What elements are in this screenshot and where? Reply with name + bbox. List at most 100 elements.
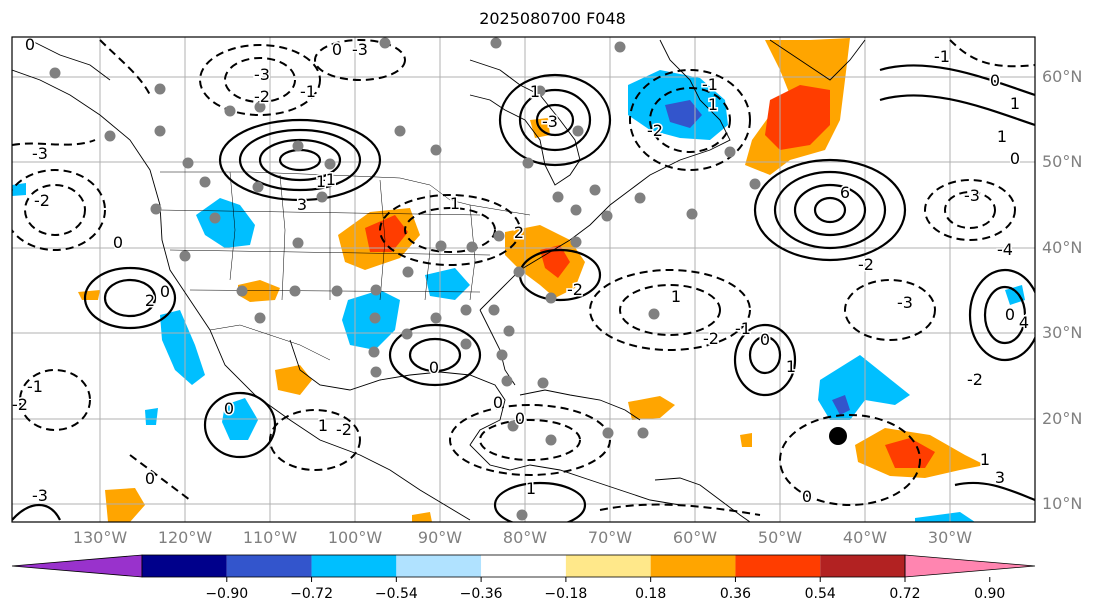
contour-line xyxy=(449,404,611,476)
contour-line xyxy=(498,73,612,167)
contour-label: -1 xyxy=(934,47,950,66)
longitude-label: 100°W xyxy=(327,528,383,547)
station-dot xyxy=(522,157,534,169)
contour-line xyxy=(12,139,96,146)
colorbar-tick-label: −0.36 xyxy=(459,586,503,602)
longitude-label: 110°W xyxy=(242,528,298,547)
contour-line xyxy=(518,88,592,152)
shade-region xyxy=(196,198,255,248)
station-dot xyxy=(570,236,582,248)
contour-line xyxy=(258,138,342,182)
contour-line xyxy=(924,179,1016,241)
longitude-label: 130°W xyxy=(72,528,128,547)
colorbar-tick-label: −0.54 xyxy=(374,586,418,602)
station-dot xyxy=(724,146,736,158)
longitude-label: 120°W xyxy=(157,528,213,547)
station-dot xyxy=(430,312,442,324)
latitude-label: 20°N xyxy=(1042,409,1083,428)
station-dot xyxy=(199,176,211,188)
contour-line xyxy=(19,369,91,431)
station-dot xyxy=(460,338,472,350)
latitude-label: 40°N xyxy=(1042,238,1083,257)
contour-label: -2 xyxy=(647,121,663,140)
contour-label: -3 xyxy=(964,186,980,205)
colorbar-segment xyxy=(311,555,397,577)
station-dot xyxy=(292,140,304,152)
station-dot xyxy=(331,285,343,297)
station-dot xyxy=(402,266,414,278)
contour-line xyxy=(535,103,575,137)
contour-label: -2 xyxy=(336,420,352,439)
shade-region xyxy=(765,85,830,150)
colorbar-segment xyxy=(735,555,821,577)
station-dot xyxy=(369,312,381,324)
station-dot xyxy=(179,250,191,262)
station-dot xyxy=(401,328,413,340)
station-dot xyxy=(430,144,442,156)
map-title: 2025080700 F048 xyxy=(479,9,626,28)
station-dot xyxy=(501,375,513,387)
station-dot xyxy=(493,230,505,242)
station-dot xyxy=(572,125,584,137)
contour-line xyxy=(649,87,731,153)
contour-label: 0 xyxy=(113,233,123,252)
contour-line xyxy=(779,414,921,506)
shade-region xyxy=(832,395,850,415)
contour-label: 0 xyxy=(429,358,439,377)
station-dot xyxy=(289,285,301,297)
station-dot xyxy=(513,266,525,278)
contour-line xyxy=(793,183,867,237)
contour-line xyxy=(408,337,462,373)
station-dot xyxy=(435,240,447,252)
station-dot xyxy=(104,130,116,142)
contour-label: 1 xyxy=(318,416,328,435)
contour-line xyxy=(199,44,321,116)
shade-region xyxy=(915,512,975,522)
map-content xyxy=(12,37,1035,522)
station-dot xyxy=(601,210,613,222)
contour-label: 3 xyxy=(297,195,307,214)
contour-label: -2 xyxy=(12,395,28,414)
contour-line xyxy=(949,39,1035,68)
longitude-label: 30°W xyxy=(927,528,973,547)
contour-label: -3 xyxy=(32,144,48,163)
coastline xyxy=(519,389,641,421)
station-dot xyxy=(150,203,162,215)
contour-label: 1 xyxy=(671,287,681,306)
station-dots xyxy=(49,37,761,521)
colorbar-segment xyxy=(565,555,651,577)
contour-label: 1 xyxy=(980,450,990,469)
colorbar-extend-max xyxy=(904,554,1036,578)
colorbar-tick-label: 0.54 xyxy=(804,586,836,602)
contour-label: -2 xyxy=(567,280,583,299)
latitude-label: 50°N xyxy=(1042,152,1083,171)
contour-label: -1 xyxy=(702,75,718,94)
coastline xyxy=(479,39,731,311)
station-dot xyxy=(154,83,166,95)
station-dot xyxy=(570,204,582,216)
contour-line xyxy=(753,158,907,262)
contour-line xyxy=(479,419,581,461)
contour-line xyxy=(944,191,996,229)
station-dot xyxy=(292,237,304,249)
border xyxy=(209,324,331,361)
contour-label: -3 xyxy=(352,40,368,59)
shade-region xyxy=(105,488,145,522)
shade-region xyxy=(78,290,100,300)
contour-line xyxy=(314,39,406,81)
coastline xyxy=(289,339,681,506)
shade-region xyxy=(12,183,26,196)
station-dot xyxy=(516,509,528,521)
negative-contours xyxy=(12,39,1035,516)
station-dot xyxy=(614,41,626,53)
shade-region xyxy=(1005,285,1025,305)
contour-label: -1 xyxy=(735,319,751,338)
colorbar-extend-min xyxy=(11,554,143,578)
contour-label: -2 xyxy=(967,370,983,389)
shade-region xyxy=(740,433,752,447)
contour-label: 1 xyxy=(526,479,536,498)
contour-label: 0 xyxy=(25,35,35,54)
contour-line xyxy=(954,481,1035,502)
contour-line xyxy=(748,335,782,375)
